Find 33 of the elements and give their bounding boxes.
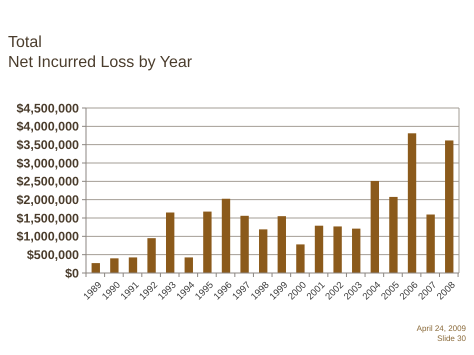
bar — [222, 198, 230, 273]
bar — [296, 244, 305, 273]
bar — [408, 133, 416, 273]
text: Slide 30 — [437, 334, 467, 343]
bar — [110, 258, 119, 273]
y-tick-label: $2,500,000 — [16, 174, 80, 189]
y-tick-label: $500,000 — [26, 248, 80, 262]
y-tick-label: $3,000,000 — [16, 156, 80, 170]
bar — [147, 238, 156, 273]
y-tick-label: $4,500,000 — [16, 101, 80, 116]
bar — [426, 214, 435, 273]
bar — [184, 257, 193, 273]
bar — [352, 228, 360, 273]
bar — [203, 212, 212, 273]
bar — [314, 226, 324, 273]
chart-title: Total Net Incurred Loss by Year — [8, 34, 193, 71]
bar — [259, 229, 268, 273]
bar — [445, 140, 454, 273]
text: April 24, 2009 — [416, 324, 467, 333]
y-tick-label: $1,000,000 — [16, 230, 80, 244]
y-tick-label: $1,500,000 — [16, 211, 80, 226]
bar — [389, 196, 398, 273]
bar — [370, 180, 380, 273]
bar — [240, 216, 249, 273]
y-tick-label: $3,500,000 — [16, 138, 80, 152]
bar — [92, 263, 100, 273]
bar — [128, 257, 138, 273]
y-tick-label: $2,000,000 — [16, 193, 80, 208]
bar — [278, 216, 286, 273]
bar — [166, 212, 174, 273]
bar — [333, 226, 342, 273]
y-tick-label: $0 — [65, 266, 80, 280]
y-tick-label: $4,000,000 — [16, 120, 80, 134]
